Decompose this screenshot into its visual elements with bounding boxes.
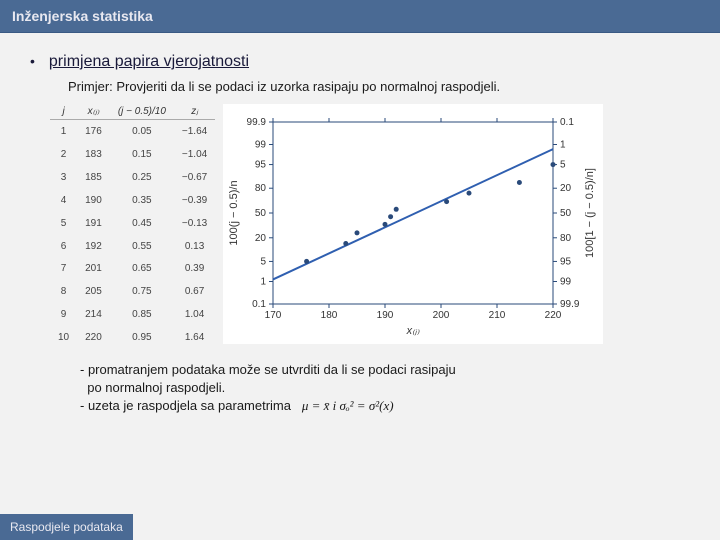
svg-text:1: 1: [261, 277, 267, 288]
svg-text:5: 5: [261, 256, 267, 267]
svg-text:x₍ⱼ₎: x₍ⱼ₎: [406, 325, 420, 337]
example-text: Primjer: Provjeriti da li se podaci iz u…: [68, 79, 690, 94]
svg-text:0.1: 0.1: [560, 117, 574, 128]
svg-text:99: 99: [255, 139, 267, 150]
table-row: 61920.550.13: [50, 235, 215, 258]
table-header: x₍ⱼ₎: [77, 104, 110, 120]
svg-text:50: 50: [255, 208, 267, 219]
svg-text:190: 190: [377, 310, 394, 321]
conclusion-block: - promatranjem podataka može se utvrditi…: [80, 361, 690, 416]
header-title: Inženjerska statistika: [12, 8, 153, 24]
svg-text:100[1 − (j − 0.5)/n]: 100[1 − (j − 0.5)/n]: [584, 168, 596, 258]
svg-text:1: 1: [560, 139, 566, 150]
svg-text:20: 20: [560, 183, 572, 194]
svg-text:170: 170: [265, 310, 282, 321]
svg-text:180: 180: [321, 310, 338, 321]
bullet-text: primjena papira vjerojatnosti: [49, 53, 249, 71]
table-row: 41900.35−0.39: [50, 189, 215, 212]
table-header: zⱼ: [174, 104, 215, 120]
svg-text:99.9: 99.9: [560, 299, 580, 310]
formula: μ = x̄ i σₒ² = σ²(x): [302, 398, 394, 413]
table-row: 92140.851.04: [50, 303, 215, 326]
conclusion-line-1: - promatranjem podataka može se utvrditi…: [80, 361, 690, 379]
svg-text:99: 99: [560, 277, 572, 288]
table-row: 21830.15−1.04: [50, 143, 215, 166]
slide-content: • primjena papira vjerojatnosti Primjer:…: [0, 33, 720, 426]
svg-text:0.1: 0.1: [252, 299, 266, 310]
table-row: 82050.750.67: [50, 280, 215, 303]
slide-header: Inženjerska statistika: [0, 0, 720, 33]
bullet-line: • primjena papira vjerojatnosti: [30, 53, 690, 71]
svg-text:20: 20: [255, 233, 267, 244]
svg-text:80: 80: [255, 183, 267, 194]
svg-text:200: 200: [433, 310, 450, 321]
svg-text:50: 50: [560, 208, 572, 219]
svg-text:5: 5: [560, 160, 566, 171]
table-header: j: [50, 104, 77, 120]
svg-text:99.9: 99.9: [247, 117, 267, 128]
svg-text:80: 80: [560, 233, 572, 244]
figure-row: jx₍ⱼ₎(j − 0.5)/10zⱼ 11760.05−1.6421830.1…: [50, 104, 690, 349]
svg-text:220: 220: [545, 310, 562, 321]
table-row: 11760.05−1.64: [50, 120, 215, 144]
probability-chart: 170180190200210220x₍ⱼ₎0.115205080959999.…: [223, 104, 603, 349]
table-row: 102200.951.64: [50, 326, 215, 349]
conclusion-line-3: - uzeta je raspodjela sa parametrima μ =…: [80, 397, 690, 415]
svg-text:95: 95: [560, 256, 572, 267]
table-row: 72010.650.39: [50, 258, 215, 281]
svg-text:95: 95: [255, 160, 267, 171]
data-table: jx₍ⱼ₎(j − 0.5)/10zⱼ 11760.05−1.6421830.1…: [50, 104, 215, 349]
slide-footer: Raspodjele podataka: [0, 514, 133, 540]
table-row: 31850.25−0.67: [50, 166, 215, 189]
table-header: (j − 0.5)/10: [110, 104, 174, 120]
bullet-marker: •: [30, 53, 35, 69]
svg-text:210: 210: [489, 310, 506, 321]
svg-text:100(j − 0.5)/n: 100(j − 0.5)/n: [228, 180, 240, 245]
table-row: 51910.45−0.13: [50, 212, 215, 235]
conclusion-line-2: po normalnoj raspodjeli.: [80, 379, 690, 397]
footer-text: Raspodjele podataka: [10, 520, 123, 534]
